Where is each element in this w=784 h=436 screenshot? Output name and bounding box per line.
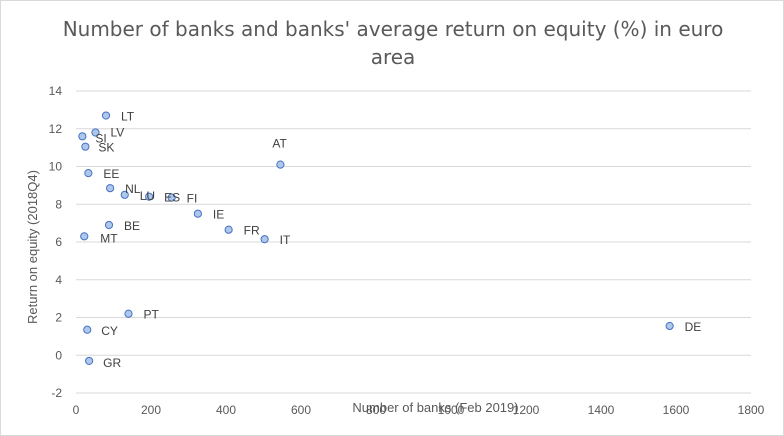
point-label: ES xyxy=(164,191,180,205)
point-label: AT xyxy=(272,137,287,151)
x-tick-label: 200 xyxy=(141,403,161,417)
x-axis-title: Number of banks (Feb 2019) xyxy=(352,400,518,415)
data-point xyxy=(276,160,285,169)
point-label: EE xyxy=(103,167,119,181)
point-label: SI xyxy=(95,131,106,145)
data-point xyxy=(101,111,111,120)
point-label: LV xyxy=(111,126,125,140)
point-label: CY xyxy=(101,324,118,338)
x-tick-label: 600 xyxy=(291,403,311,417)
point-label: SK xyxy=(98,141,114,155)
point-label: FI xyxy=(187,192,198,206)
data-point xyxy=(106,184,115,193)
x-tick-labels: 0 200 400 600 800 1000 1200 1400 1600 1800 xyxy=(73,403,765,417)
data-point xyxy=(85,356,94,366)
y-tick-label: 0 xyxy=(55,348,62,362)
y-axis-title: Return on equity (2018Q4) xyxy=(25,170,40,324)
data-point xyxy=(83,325,92,334)
grid-layer xyxy=(76,90,751,394)
chart-title: Number of banks and banks' average retur… xyxy=(62,17,724,69)
data-point xyxy=(84,169,93,178)
x-tick-label: 800 xyxy=(366,403,386,417)
x-tick-label: 1400 xyxy=(588,403,615,417)
point-label: FR xyxy=(244,224,260,238)
data-point xyxy=(81,142,90,151)
data-point xyxy=(224,225,233,234)
y-tick-label: 2 xyxy=(55,311,62,325)
data-point xyxy=(78,132,87,141)
data-points xyxy=(78,111,674,366)
y-tick-label: 10 xyxy=(49,160,63,174)
data-point xyxy=(104,220,114,230)
data-point xyxy=(665,321,674,331)
data-point xyxy=(120,190,129,199)
data-point xyxy=(167,193,176,202)
point-label: LU xyxy=(140,189,155,203)
point-label: BE xyxy=(124,219,140,233)
y-tick-label: 8 xyxy=(55,197,62,211)
data-point xyxy=(193,209,202,218)
y-tick-labels: -2 0 2 4 6 8 10 12 14 xyxy=(49,84,63,400)
x-tick-label: 1600 xyxy=(663,403,690,417)
point-label: LT xyxy=(121,110,135,124)
point-label: NL xyxy=(125,182,141,196)
y-tick-label: -2 xyxy=(51,386,62,400)
y-tick-label: 4 xyxy=(55,273,62,287)
point-label: DE xyxy=(685,320,702,334)
x-tick-label: 1000 xyxy=(438,403,465,417)
y-tick-label: 12 xyxy=(49,122,63,136)
data-point xyxy=(260,235,269,244)
x-tick-label: 400 xyxy=(216,403,236,417)
x-tick-label: 1800 xyxy=(738,403,765,417)
data-point xyxy=(80,232,89,241)
y-tick-label: 14 xyxy=(49,84,63,98)
point-label: IT xyxy=(280,233,291,247)
y-tick-label: 6 xyxy=(55,235,62,249)
point-label: GR xyxy=(103,356,121,370)
point-label: MT xyxy=(100,231,118,245)
data-point xyxy=(91,128,100,137)
point-label: IE xyxy=(213,208,224,222)
x-tick-label: 0 xyxy=(73,403,80,417)
point-label: PT xyxy=(144,308,160,322)
x-tick-label: 1200 xyxy=(513,403,540,417)
data-point xyxy=(124,309,133,318)
data-point xyxy=(145,192,154,201)
